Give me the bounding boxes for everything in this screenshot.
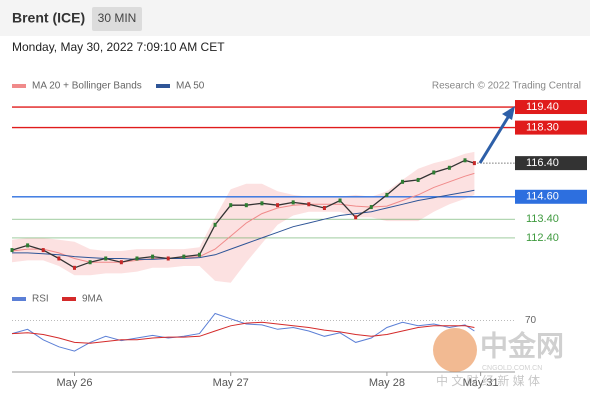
price-bar: [401, 179, 405, 184]
price-bar: [104, 256, 108, 261]
legend-label: 9MA: [82, 294, 103, 305]
price-bar: [135, 256, 139, 261]
price-bar: [244, 203, 248, 208]
level-tag: [515, 120, 587, 135]
credit: Research © 2022 Trading Central: [432, 81, 581, 92]
price-bar: [322, 206, 326, 210]
level-label: 114.60: [526, 191, 559, 203]
legend-label: MA 20 + Bollinger Bands: [32, 81, 142, 92]
level-label: 119.40: [526, 101, 559, 113]
price-bar: [432, 170, 436, 175]
price-bar: [41, 248, 45, 253]
x-tick-label: May 27: [213, 377, 249, 389]
x-tick-label: May 28: [369, 377, 405, 389]
price-bar: [354, 215, 358, 220]
price-bar: [291, 200, 295, 205]
series-line: [11, 321, 475, 344]
level-label: 113.40: [526, 213, 559, 225]
watermark-logo: [433, 328, 477, 372]
price-bar: [10, 248, 14, 253]
price-bar: [166, 256, 170, 261]
level-tag: [515, 189, 587, 204]
watermark-tagline: 中 文 财 经 新 媒 体: [436, 373, 540, 388]
price-bar: [463, 158, 467, 163]
timestamp: Monday, May 30, 2022 7:09:10 AM CET: [12, 40, 225, 54]
price-bar: [182, 254, 186, 259]
price-bar: [260, 201, 264, 206]
level-tag: [515, 100, 587, 115]
x-tick-label: May 26: [56, 377, 92, 389]
legend-label: MA 50: [176, 81, 205, 92]
price-bar: [119, 260, 123, 265]
price-bar: [197, 252, 201, 257]
title: Brent (ICE): [12, 10, 85, 26]
forecast-arrowhead: [502, 106, 515, 120]
header-bar: [0, 0, 590, 36]
level-label: 116.40: [526, 157, 559, 169]
watermark-domain: CNGOLD.COM.CN: [482, 365, 542, 372]
watermark: 中金网 CNGOLD.COM.CN 中 文 财 经 新 媒 体: [433, 328, 564, 388]
price-bar: [369, 205, 373, 210]
price-bar: [416, 177, 420, 182]
price-bar: [385, 192, 389, 197]
legend-label: RSI: [32, 294, 49, 305]
price-bar: [229, 203, 233, 208]
price-bar: [472, 161, 476, 166]
level-tag: [515, 156, 587, 171]
level-label: 118.30: [526, 121, 559, 133]
price-bar: [213, 222, 217, 227]
price-bar: [338, 198, 342, 203]
price-bar: [276, 203, 280, 208]
interval: 30 MIN: [98, 11, 137, 25]
series-line: [12, 189, 475, 260]
price-bar: [447, 165, 451, 170]
price-bar: [88, 260, 92, 265]
price-bar: [26, 243, 30, 248]
price-bar: [151, 254, 155, 259]
watermark-name: 中金网: [480, 329, 564, 361]
interval-badge: [92, 7, 142, 31]
price-bar: [307, 202, 311, 207]
x-tick-label: May 31: [463, 377, 499, 389]
forecast-arrow: [478, 113, 512, 164]
level-label: 112.40: [526, 232, 559, 244]
y-tick-label: 70: [525, 315, 537, 326]
price-bar: [72, 265, 76, 270]
price-bar: [57, 256, 61, 261]
series-line: [11, 312, 475, 352]
bollinger-band: [12, 151, 475, 283]
